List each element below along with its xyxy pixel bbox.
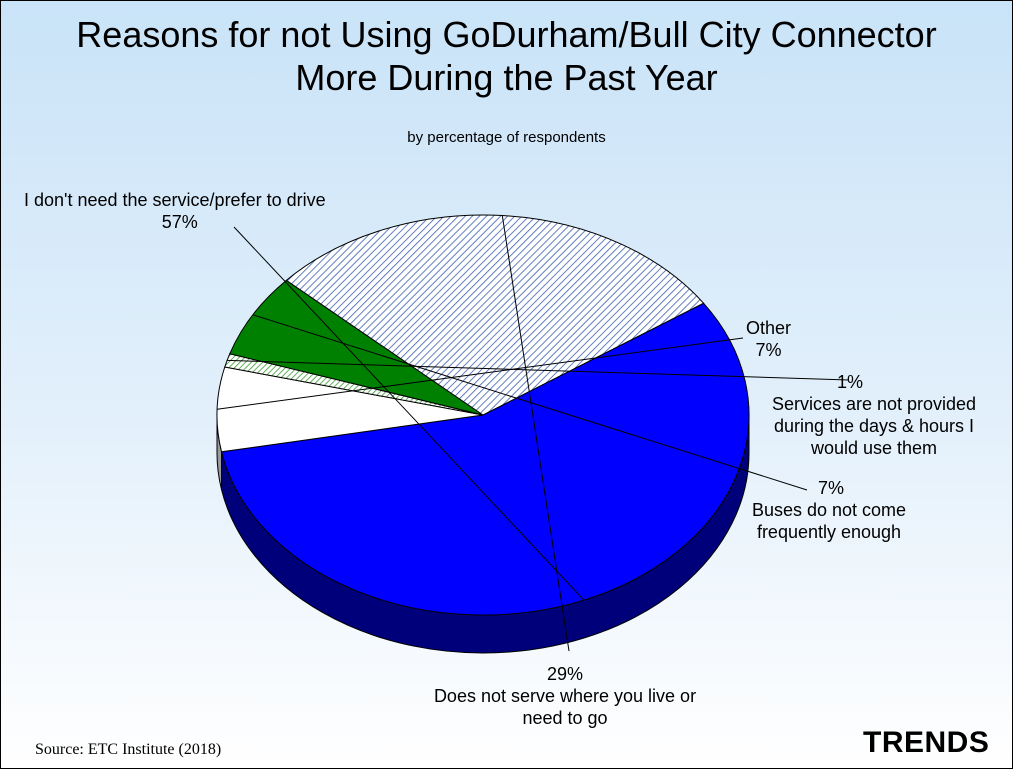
label-serve-line-2: need to go: [522, 708, 608, 728]
chart-title-line-1: Reasons for not Using GoDurham/Bull City…: [76, 14, 937, 55]
label-serve: 29% Does not serve where you live or nee…: [393, 663, 737, 729]
label-services-line-3: would use them: [810, 438, 938, 458]
source-note: Source: ETC Institute (2018): [35, 741, 222, 758]
label-serve-line-1: Does not serve where you live or: [433, 686, 697, 706]
chart-title-line-2: More During the Past Year: [295, 57, 718, 98]
label-drive-value: 57%: [161, 212, 198, 232]
leader-line-other: [217, 337, 744, 410]
label-drive-text: I don't need the service/prefer to drive: [24, 190, 326, 210]
label-drive: I don't need the service/prefer to drive…: [24, 189, 326, 233]
pie-leader-lines: [217, 215, 850, 652]
label-other-value: 7%: [755, 340, 782, 360]
leader-line-does-not-serve-where-you: [501, 215, 570, 652]
chart-subtitle: by percentage of respondents: [407, 129, 606, 146]
label-buses-line-2: frequently enough: [756, 522, 902, 542]
label-buses-value: 7%: [817, 478, 844, 498]
label-services-line-1: Services are not provided: [771, 394, 977, 414]
pie-tops: [216, 214, 750, 616]
leader-line-i-don-t-need-the-service: [233, 226, 585, 601]
label-other: Other 7%: [746, 317, 791, 361]
label-other-text: Other: [746, 318, 792, 338]
leader-line-buses-do-not-come-freque: [252, 314, 808, 491]
leader-line-services-are-not-provide: [227, 359, 850, 381]
label-services: 1% Services are not provided during the …: [738, 371, 1010, 459]
label-buses: 7% Buses do not come frequently enough: [736, 477, 922, 543]
chart-title: Reasons for not Using GoDurham/Bull City…: [1, 13, 1012, 99]
brand-logo: TRENDS: [863, 726, 990, 759]
label-serve-value: 29%: [546, 664, 584, 684]
label-services-line-2: during the days & hours I: [773, 416, 975, 436]
label-buses-line-1: Buses do not come: [751, 500, 907, 520]
label-services-value: 1%: [836, 372, 863, 392]
